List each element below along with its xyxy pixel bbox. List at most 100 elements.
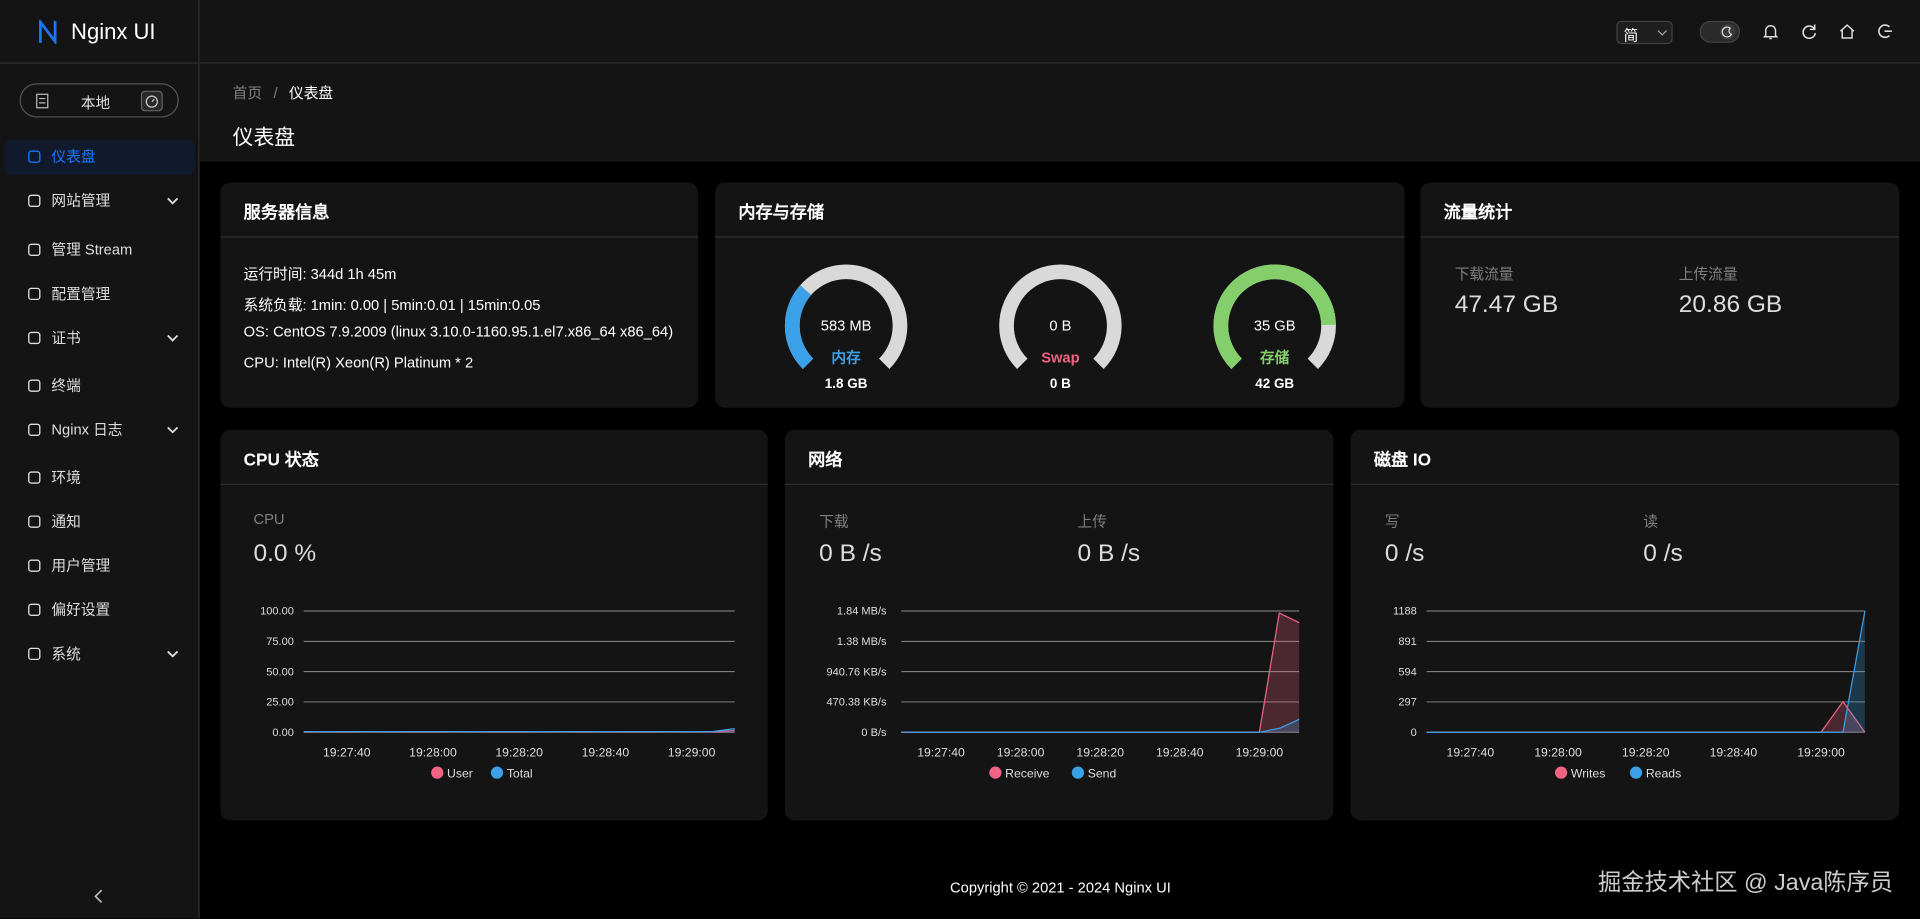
legend-marker	[1554, 766, 1568, 779]
footer: Copyright © 2021 - 2024 Nginx UI	[950, 879, 1171, 897]
menu-chevron	[167, 426, 179, 434]
card-title: 网络	[808, 449, 843, 469]
stat-value: 0 B /s	[1077, 540, 1141, 567]
series-line	[901, 718, 1300, 733]
card-title: CPU 状态	[243, 449, 319, 469]
menu-icon-shape	[28, 194, 41, 208]
logo-bar: Nginx UI	[0, 0, 200, 64]
menu-item[interactable]: 证书	[5, 321, 195, 357]
x-tick-label: 19:28:40	[1156, 746, 1204, 760]
menu-item[interactable]: Nginx 日志	[5, 413, 195, 449]
watermark: 掘金技术社区 @ Java陈序员	[1597, 870, 1894, 897]
card-title: 流量统计	[1443, 202, 1513, 222]
legend-marker	[1071, 766, 1085, 779]
menu-icon-shape	[28, 647, 41, 661]
menu-label: 网站管理	[51, 192, 111, 210]
network-card: 网络 下载 0 B /s 上传 0 B /s	[784, 429, 1334, 821]
card-title: 服务器信息	[243, 202, 330, 222]
y-tick-label: 1.84 MB/s	[837, 606, 887, 618]
notification-button[interactable]	[1763, 23, 1778, 40]
menu-item[interactable]: 通知	[5, 504, 195, 540]
card-divider	[784, 483, 1334, 485]
card-divider	[1420, 236, 1900, 238]
menu-label: 仪表盘	[51, 148, 96, 166]
gauges: 583 MB 内存 1.8 GB 0 B Swap 0 B 35 GB 存储 42 GB	[784, 264, 1336, 391]
series-area	[901, 613, 1300, 733]
y-tick-label: 0 B/s	[861, 727, 887, 739]
traffic-card: 流量统计 下载流量 47.47 GB 上传流量 20.86 GB	[1420, 182, 1900, 408]
env-switch[interactable]: 本地	[19, 83, 179, 118]
top-bar: 简	[199, 0, 1920, 64]
menu-icon-shape	[28, 379, 41, 392]
menu-label: 系统	[51, 645, 81, 663]
disk-io-card: 磁盘 IO 写 0 /s 读 0 /s	[1350, 429, 1900, 821]
chevron-shape	[167, 650, 179, 658]
menu-icon	[28, 515, 41, 528]
env-icon	[36, 93, 49, 109]
stat-label: CPU	[253, 510, 285, 528]
breadcrumb-link[interactable]: 首页	[232, 84, 263, 102]
home-button[interactable]	[1839, 23, 1855, 39]
y-tick-label: 891	[1398, 636, 1416, 648]
stat-value: 47.47 GB	[1454, 291, 1559, 319]
gauge-track	[999, 264, 1122, 369]
menu-item[interactable]: 偏好设置	[5, 593, 195, 629]
memory-storage-card: 内存与存储 583 MB 内存 1.8 GB 0 B Swap 0 B 35 GB 存储 42 …	[715, 182, 1405, 408]
stat-label: 上传流量	[1678, 265, 1738, 283]
collapse-button[interactable]	[93, 889, 105, 904]
menu-item[interactable]: 配置管理	[5, 277, 195, 313]
x-tick-label: 19:28:00	[997, 746, 1045, 760]
x-tick-label: 19:28:20	[1076, 746, 1124, 760]
series-line	[303, 728, 735, 733]
env-dashboard-icon[interactable]	[140, 90, 163, 112]
lang-select[interactable]: 简	[1616, 20, 1673, 45]
legend-label: Reads	[1646, 767, 1681, 781]
y-tick-label: 0	[1411, 727, 1417, 739]
stat-value: 20.86 GB	[1678, 291, 1783, 319]
menu-item[interactable]: 网站管理	[5, 184, 195, 220]
info-line: 运行时间: 344d 1h 45m	[243, 265, 397, 283]
menu-item[interactable]: 用户管理	[5, 549, 195, 585]
y-tick-label: 594	[1398, 666, 1416, 678]
menu-item[interactable]: 系统	[5, 637, 195, 673]
info-line: CPU: Intel(R) Xeon(R) Platinum * 2	[243, 353, 474, 372]
card-title: 内存与存储	[738, 202, 825, 222]
card-title: 磁盘 IO	[1373, 449, 1432, 469]
menu-icon-shape	[28, 243, 41, 256]
menu-label: 配置管理	[51, 285, 111, 303]
gauge-name: 内存	[831, 348, 861, 366]
stat-label: 下载流量	[1454, 265, 1514, 283]
menu-item[interactable]: 环境	[5, 460, 195, 496]
logout-button[interactable]	[1877, 23, 1893, 39]
x-tick-label: 19:28:00	[1534, 746, 1582, 760]
sidebar: Nginx UI 本地 仪表盘网站管理管理 Stream 配置管理证书终端 Ngin…	[0, 0, 200, 919]
env-label: 本地	[80, 94, 111, 112]
x-tick-label: 19:28:20	[1622, 746, 1670, 760]
menu-item[interactable]: 终端	[5, 369, 195, 405]
y-tick-label: 470.38 KB/s	[826, 697, 887, 709]
menu-icon-shape	[28, 515, 41, 528]
menu-item[interactable]: 仪表盘	[4, 139, 195, 176]
stat-label: 写	[1384, 513, 1400, 531]
gauge-total: 1.8 GB	[825, 376, 868, 391]
chevron-shape	[167, 197, 179, 205]
menu-label: 环境	[51, 468, 81, 487]
chevron-shape	[167, 334, 179, 342]
gauge-total: 42 GB	[1255, 376, 1294, 391]
x-tick-label: 19:28:40	[582, 746, 630, 760]
menu-icon	[28, 243, 41, 256]
legend-label: Send	[1088, 767, 1117, 781]
logo-icon	[39, 19, 57, 45]
menu-icon-shape	[28, 559, 41, 572]
reload-button[interactable]	[1801, 23, 1817, 40]
card-divider	[715, 236, 1405, 238]
y-tick-label: 25.00	[266, 697, 294, 709]
menu-item[interactable]: 管理 Stream	[5, 233, 195, 269]
y-tick-label: 297	[1398, 697, 1416, 709]
menu-icon	[28, 647, 41, 661]
menu-icon	[28, 379, 41, 392]
menu-chevron	[167, 197, 179, 205]
theme-toggle[interactable]	[1699, 20, 1741, 43]
y-tick-label: 1.38 MB/s	[837, 636, 887, 648]
